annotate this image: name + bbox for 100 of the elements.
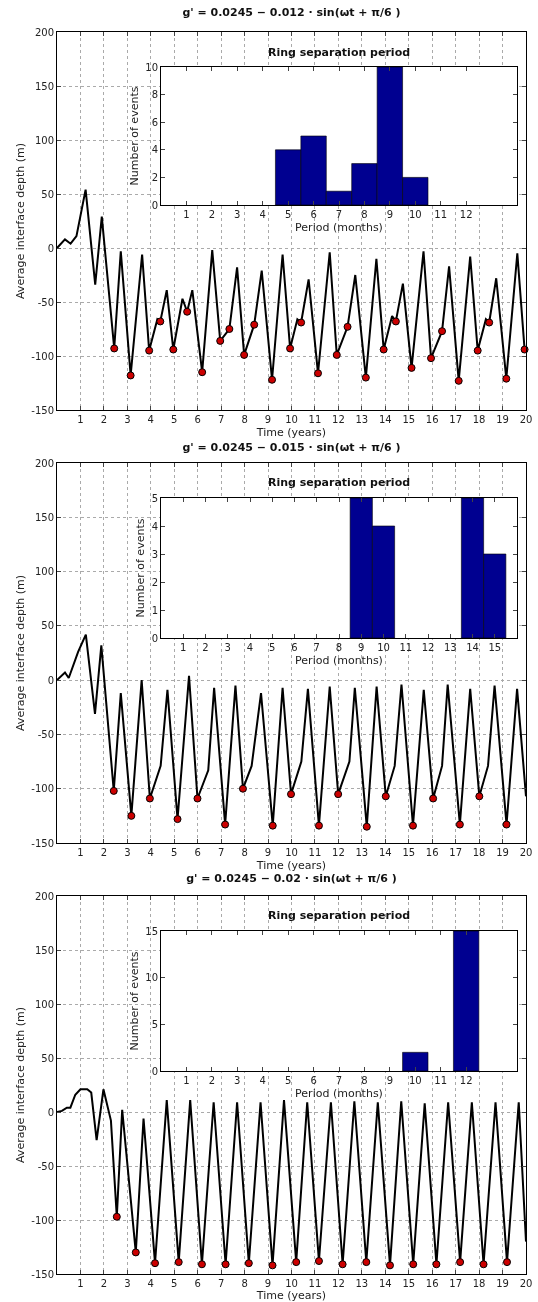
- chart-title: Ring separation period: [267, 45, 411, 59]
- chart-title: Ring separation period: [267, 475, 411, 489]
- x-tick-label: 3: [124, 1278, 131, 1289]
- y-tick-label: 150: [34, 511, 54, 523]
- x-tick-label: 17: [449, 414, 463, 425]
- point: [385, 1261, 394, 1270]
- y-axis-title: Number of events: [127, 86, 141, 186]
- point: [145, 794, 154, 803]
- x-tick-label: 4: [259, 209, 266, 220]
- chart-title: Ring separation period: [267, 908, 411, 922]
- x-tick-label: 18: [472, 1278, 486, 1289]
- point: [268, 1261, 277, 1270]
- x-tick-label: 2: [100, 847, 108, 858]
- point: [216, 336, 225, 345]
- x-tick-label: 15: [402, 414, 416, 425]
- y-tick-label: 50: [41, 188, 54, 200]
- x-tick-label: 19: [496, 1278, 509, 1289]
- x-tick-label: 18: [472, 414, 486, 425]
- point: [225, 325, 234, 333]
- x-tick-label: 11: [434, 1075, 448, 1086]
- y-tick-label: 2: [151, 171, 158, 183]
- point: [362, 1258, 371, 1267]
- point: [156, 317, 165, 326]
- x-tick-label: 5: [284, 209, 292, 220]
- x-tick-label: 20: [519, 414, 533, 425]
- y-tick-label: 0: [151, 632, 158, 644]
- point: [409, 1260, 418, 1269]
- x-tick-label: 16: [425, 414, 439, 425]
- x-tick-label: 13: [355, 1278, 369, 1289]
- y-tick-label: -100: [31, 783, 54, 795]
- point: [407, 363, 416, 372]
- x-tick-label: 8: [361, 1075, 368, 1086]
- x-axis-title: Time (years): [255, 426, 327, 440]
- point: [473, 346, 482, 355]
- x-tick-label: 18: [472, 847, 486, 858]
- x-tick-label: 12: [332, 847, 345, 858]
- x-tick-label: 19: [496, 847, 509, 858]
- x-tick-label: 4: [259, 1075, 266, 1086]
- y-tick-label: -150: [31, 837, 54, 849]
- x-tick-label: 10: [408, 1075, 422, 1086]
- x-tick-label: 8: [241, 414, 248, 425]
- x-tick-label: 12: [459, 1075, 473, 1086]
- x-tick-label: 1: [180, 642, 187, 653]
- y-tick-label: -50: [37, 1160, 54, 1172]
- point: [268, 375, 277, 384]
- point: [268, 821, 277, 830]
- y-tick-label: 6: [151, 116, 158, 128]
- x-tick-label: 11: [308, 414, 322, 425]
- point: [221, 1260, 230, 1269]
- y-tick-label: 0: [47, 242, 54, 254]
- y-tick-label: 2: [151, 576, 158, 588]
- x-tick-label: 12: [421, 642, 435, 653]
- x-tick-label: 17: [449, 847, 463, 858]
- x-tick-label: 8: [335, 642, 343, 653]
- x-tick-label: 10: [377, 642, 390, 653]
- x-tick-label: 2: [202, 642, 209, 653]
- point: [109, 786, 118, 795]
- point: [110, 344, 119, 353]
- point: [343, 322, 352, 331]
- point: [379, 345, 388, 354]
- x-tick-label: 12: [332, 414, 345, 425]
- x-tick-label: 3: [124, 847, 131, 858]
- y-tick-label: 0: [47, 1106, 54, 1118]
- x-tick-label: 8: [361, 209, 368, 220]
- point: [438, 327, 447, 336]
- point: [286, 344, 295, 353]
- point: [292, 1258, 301, 1267]
- point: [174, 1258, 183, 1267]
- point: [520, 345, 529, 354]
- x-tick-label: 5: [171, 414, 178, 425]
- x-tick-label: 13: [355, 414, 369, 425]
- x-axis-title: Period (months): [295, 654, 383, 668]
- y-axis-title: Average interface depth (m): [13, 574, 27, 732]
- x-tick-label: 13: [443, 642, 457, 653]
- x-tick-label: 10: [285, 1278, 298, 1289]
- x-tick-label: 10: [285, 847, 298, 858]
- point: [362, 822, 371, 831]
- y-tick-label: 100: [34, 134, 54, 146]
- x-tick-label: 5: [284, 1075, 292, 1086]
- x-tick-label: 7: [217, 414, 225, 425]
- point: [240, 350, 249, 359]
- chart-title: g' = 0.0245 − 0.02 · sin(ωt + π/6 ): [186, 871, 397, 885]
- y-tick-label: 100: [34, 566, 54, 578]
- x-axis-title: Time (years): [255, 1289, 327, 1302]
- point: [250, 320, 259, 329]
- x-tick-label: 5: [171, 1278, 178, 1289]
- y-tick-label: -150: [31, 1268, 54, 1280]
- x-tick-label: 12: [332, 1278, 345, 1289]
- x-tick-label: 8: [241, 1278, 248, 1289]
- x-tick-label: 5: [171, 847, 178, 858]
- x-axis-title: Time (years): [255, 859, 327, 873]
- x-tick-label: 15: [402, 847, 416, 858]
- point: [131, 1248, 140, 1257]
- point: [297, 318, 306, 327]
- y-tick-label: -50: [37, 296, 54, 308]
- y-tick-label: 1: [151, 604, 158, 616]
- x-tick-label: 13: [355, 847, 369, 858]
- point: [112, 1212, 121, 1221]
- x-tick-label: 6: [194, 1278, 201, 1289]
- x-tick-label: 11: [308, 847, 322, 858]
